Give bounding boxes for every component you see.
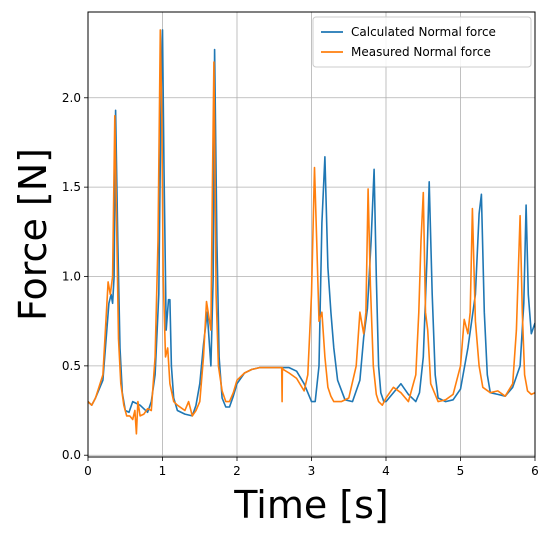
x-tick-label: 1 — [159, 464, 167, 478]
x-tick-label: 2 — [233, 464, 241, 478]
x-tick-label: 0 — [84, 464, 92, 478]
grid-lines — [87, 12, 536, 457]
y-axis-label: Force [N] — [11, 148, 55, 321]
x-tick-label: 6 — [531, 464, 539, 478]
y-tick-label: 1.5 — [62, 180, 81, 194]
y-tick-label: 1.0 — [62, 269, 81, 283]
y-tick-label: 0.5 — [62, 359, 81, 373]
legend: Calculated Normal force Measured Normal f… — [312, 16, 532, 68]
y-axis-ticks: 0.0 0.5 1.0 1.5 2.0 — [62, 91, 88, 462]
x-tick-label: 4 — [382, 464, 390, 478]
legend-box — [312, 16, 532, 68]
legend-entry-label: Measured Normal force — [351, 45, 491, 59]
y-tick-label: 0.0 — [62, 448, 81, 462]
y-tick-label: 2.0 — [62, 91, 81, 105]
x-axis-label: Time [s] — [233, 483, 389, 527]
x-tick-label: 3 — [308, 464, 316, 478]
x-axis-ticks: 0 1 2 3 4 5 6 — [84, 457, 539, 478]
legend-entry-label: Calculated Normal force — [351, 25, 496, 39]
series-line-2 — [88, 29, 535, 435]
x-tick-label: 5 — [457, 464, 465, 478]
plot-lines — [88, 29, 535, 435]
